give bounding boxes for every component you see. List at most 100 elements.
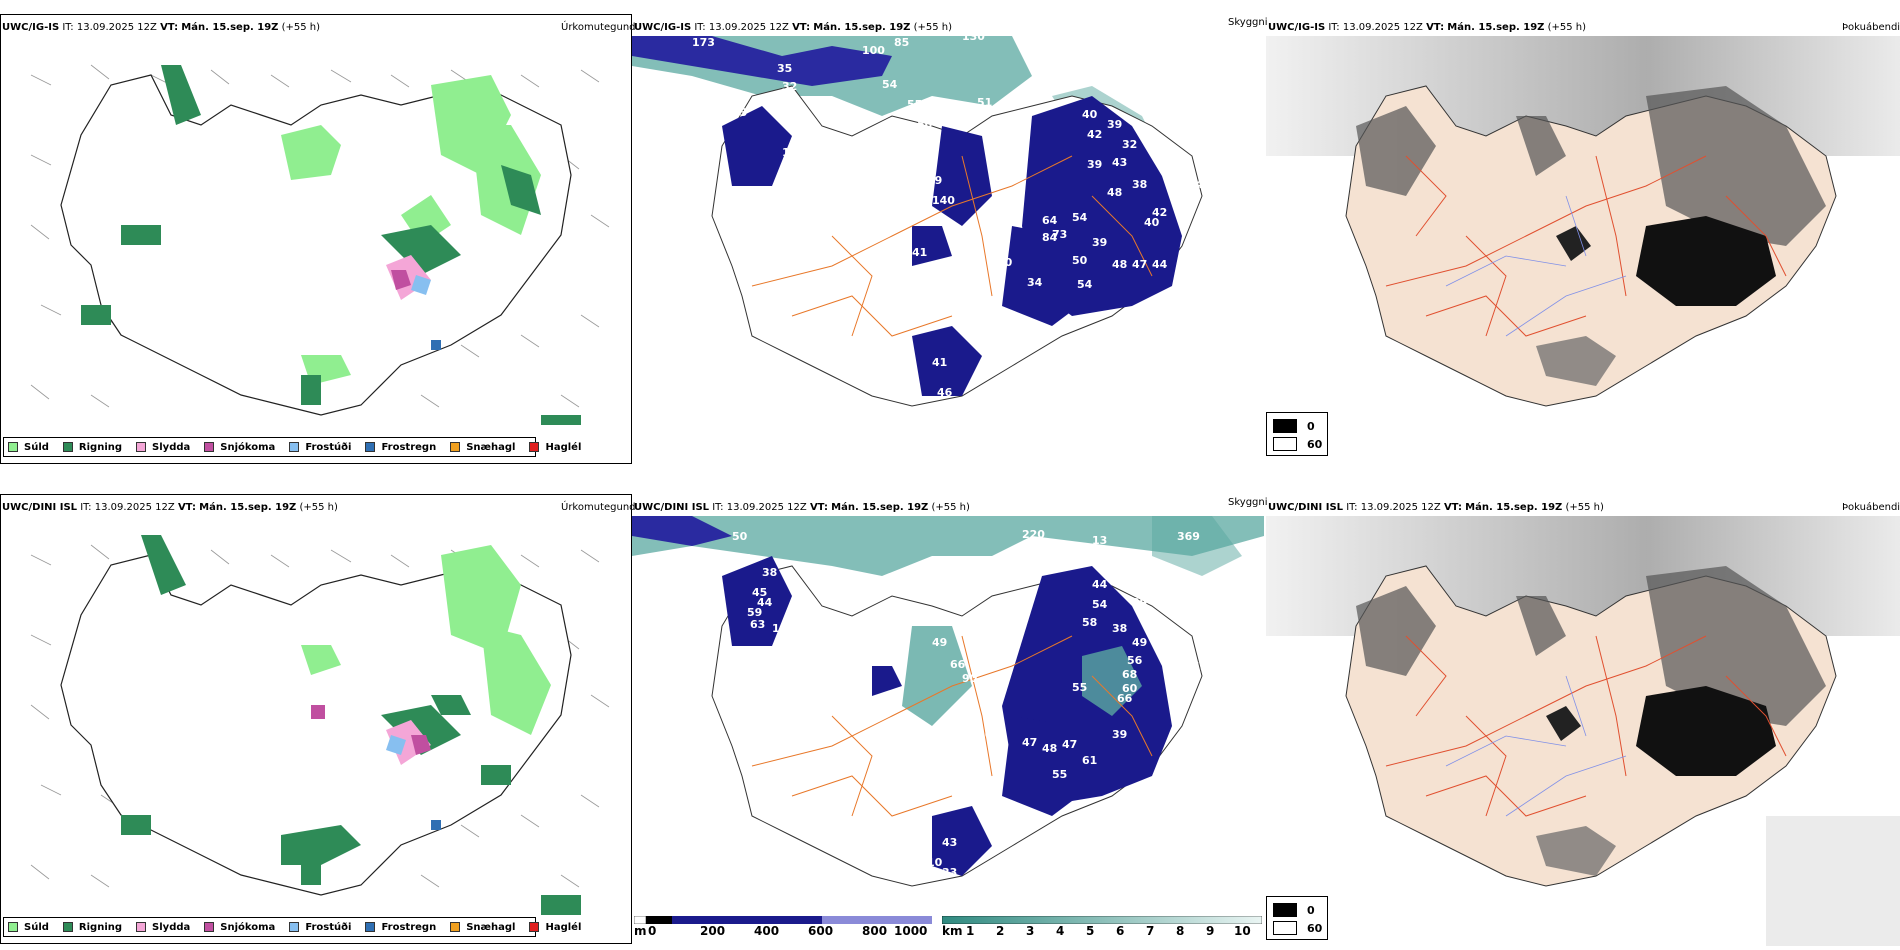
it-value: 13.09.2025 12Z [1342, 22, 1423, 33]
legend-item-rigning: Rigning [62, 922, 122, 933]
visibility-tick: 2 [996, 924, 1005, 938]
legend-label: Frostregn [381, 921, 437, 933]
it-value: 13.09.2025 12Z [94, 502, 175, 513]
cloudbase-visibility-panel-2: 50 70 38 45 44 59 63 100 220 13 68 44 37 54 29 58 38 49 34… [632, 516, 1264, 946]
cloud-base-label: 50 [1072, 254, 1088, 267]
vt-value: Mán. 15.sep. 19Z [831, 502, 929, 513]
vt-value: Mán. 15.sep. 19Z [199, 502, 297, 513]
cloud-base-label: 38 [1132, 178, 1147, 191]
fog-panel-2: 0 60 [1266, 516, 1900, 946]
it-value: 13.09.2025 12Z [1360, 502, 1441, 513]
cloud-base-label: 30 [1168, 160, 1184, 173]
legend-label: Slydda [152, 921, 191, 933]
cloud-base-label: 63 [732, 106, 747, 119]
fog-legend-label: 0 [1307, 419, 1315, 433]
cloud-base-label: 55 [907, 98, 922, 111]
panel-title-visibility-1: Skyggni [1228, 17, 1268, 28]
visibility-unit: km [942, 924, 963, 938]
visibility-tick: 10 [1234, 924, 1251, 938]
legend-swatch [289, 922, 300, 932]
cloudbase-colorbar-2: m 0 200 400 600 800 1000 [632, 916, 932, 938]
cloud-base-label: 41 [912, 156, 927, 169]
fog-legend-item-0: 0 [1273, 419, 1315, 433]
cloud-base-label: 51 [977, 96, 992, 109]
cloud-base-label: 68 [1092, 558, 1107, 571]
fog-legend-swatch [1273, 419, 1297, 433]
model-name: UWC/DINI ISL [634, 502, 710, 513]
legend-item-snjokoma: Snjókoma [204, 442, 275, 453]
cloud-base-label: 49 [1132, 636, 1147, 649]
lead-time: (+55 h) [931, 502, 970, 513]
cloud-base-label: 47 [1062, 738, 1077, 751]
legend-swatch [136, 922, 147, 932]
it-label: IT: [712, 502, 724, 513]
fog-panel-1: 0 60 [1266, 36, 1900, 456]
fog-map-1 [1266, 36, 1900, 456]
cloudbase-tick: 0 [648, 924, 657, 938]
legend-label: Snjókoma [220, 921, 276, 933]
it-value: 13.09.2025 12Z [76, 22, 157, 33]
cloud-base-label: 50 [732, 530, 748, 543]
lead-time: (+55 h) [281, 22, 321, 33]
cloud-base-label: 43 [942, 836, 957, 849]
fog-legend-1: 0 60 [1266, 412, 1328, 456]
cloud-base-label: 44 [757, 596, 773, 609]
cloud-base-label: 59 [1192, 660, 1207, 673]
precip-type-panel-1: Súld Rigning Slydda Snjókoma Frostúði Fr… [0, 14, 632, 464]
cloud-base-label: 42 [1077, 812, 1092, 825]
legend-item-slydda: Slydda [136, 922, 190, 933]
model-name: UWC/DINI ISL [1268, 502, 1344, 513]
visibility-tick: 5 [1086, 924, 1095, 938]
legend-item-sudl: Súld [8, 442, 49, 453]
legend-item-frostudi: Frostúði [289, 922, 351, 933]
cloud-base-label: 38 [1112, 622, 1127, 635]
legend-label: Snæhagl [466, 921, 516, 933]
cloud-base-label: 44 [1092, 578, 1108, 591]
legend-swatch [204, 922, 215, 932]
cloud-base-label: 130 [962, 36, 985, 43]
legend-item-snaehagl: Snæhagl [450, 442, 515, 453]
cloud-base-label: 40 [1082, 108, 1098, 121]
legend-label: Frostregn [381, 441, 437, 453]
cloud-base-label: 40 [997, 256, 1013, 269]
visibility-colorbar-2: km 1 2 3 4 5 6 7 8 9 10 [942, 916, 1262, 938]
panel-title-fog-1: Þokuábendi [1842, 22, 1900, 33]
panel-title-precip-2: Úrkomutegund [561, 502, 636, 513]
cloudbase-tick: 1000 [894, 924, 928, 938]
cloud-base-label: 135 [977, 686, 1000, 699]
lead-time: (+55 h) [1547, 22, 1587, 33]
cloud-base-label: 56 [1127, 654, 1143, 667]
it-value: 13.09.2025 12Z [708, 22, 789, 33]
it-value: 13.09.2025 12Z [726, 502, 807, 513]
header-precip-1: UWC/IG-IS IT: 13.09.2025 12Z VT: Mán. 15… [2, 22, 320, 33]
cloud-base-label: 54 [1077, 278, 1093, 291]
legend-label: Haglél [545, 921, 582, 933]
cloud-base-label: 42 [1152, 206, 1167, 219]
visibility-gradient [942, 916, 1262, 924]
cloud-base-label: 50 [917, 118, 933, 131]
cloud-base-label: 39 [1087, 158, 1102, 171]
cloudbase-unit: m [634, 924, 647, 938]
visibility-tick: 8 [1176, 924, 1185, 938]
cloud-base-label: 59 [747, 606, 762, 619]
cloud-base-label: 369 [1177, 530, 1200, 543]
visibility-tick: 3 [1026, 924, 1035, 938]
cloud-base-label: 48 [1042, 742, 1057, 755]
fog-legend-swatch [1273, 437, 1297, 451]
vt-label: VT: [1426, 22, 1445, 33]
legend-swatch [365, 922, 376, 932]
vt-label: VT: [1443, 502, 1462, 513]
cloud-base-label: 43 [1112, 156, 1127, 169]
cloud-base-label: 34 [1172, 188, 1188, 201]
legend-item-rigning: Rigning [62, 441, 123, 453]
model-name: UWC/IG-IS [2, 22, 60, 33]
precip-map-2 [30, 535, 610, 915]
cloud-base-label: 58 [1082, 616, 1097, 629]
legend-swatch [529, 922, 540, 932]
legend-label: Rigning [78, 441, 123, 453]
cloud-base-label: 63 [750, 618, 765, 631]
cloud-base-label: 33 [942, 866, 957, 879]
legend-label: Slydda [152, 441, 191, 453]
panel-title-fog-2: Þokuábendi [1842, 502, 1900, 513]
cloud-base-label: 220 [1022, 528, 1045, 541]
